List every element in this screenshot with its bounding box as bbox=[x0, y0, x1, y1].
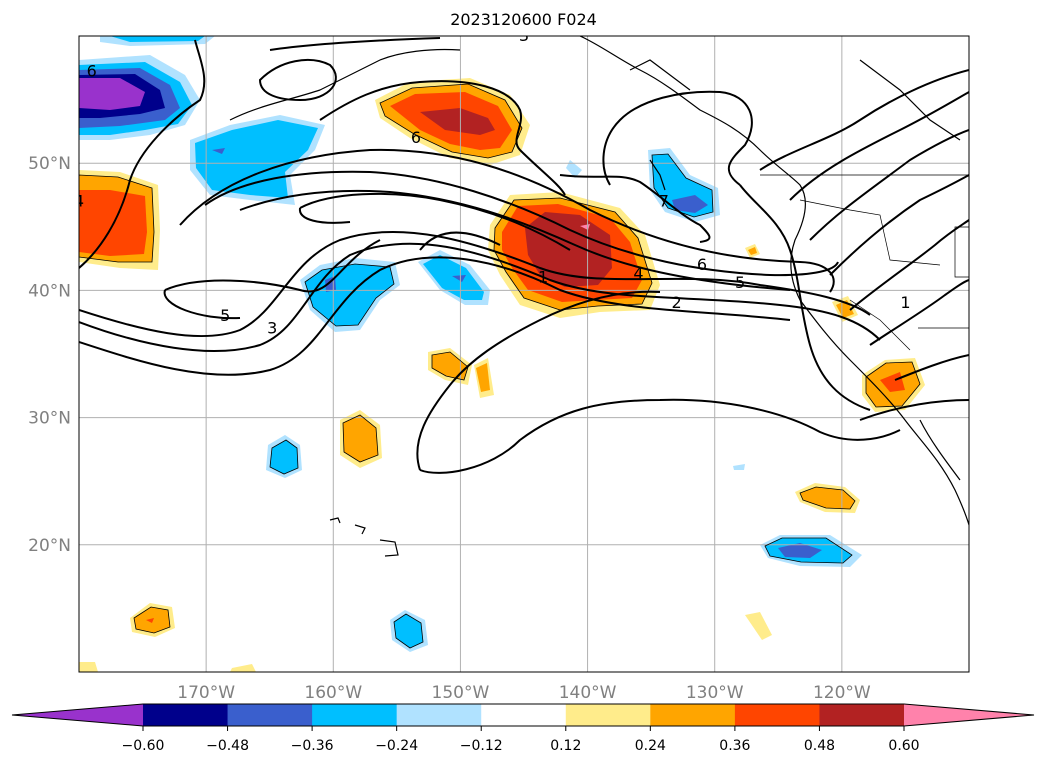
colorbar-tick-label: 0.36 bbox=[719, 738, 750, 754]
contour-labels: 6 3 6 4 7 1 6 4 5 2 5 3 1 bbox=[74, 26, 911, 338]
latitude-label: 40°N bbox=[28, 281, 71, 301]
contour-label: 1 bbox=[900, 293, 910, 312]
colorbar-swatch bbox=[819, 704, 905, 726]
longitude-label: 120°W bbox=[813, 683, 871, 703]
anomaly-outlines bbox=[79, 83, 921, 649]
longitude-label: 130°W bbox=[686, 683, 744, 703]
latitude-labels: 20°N 30°N 40°N 50°N bbox=[28, 154, 71, 556]
colorbar-tick-label: −0.24 bbox=[375, 738, 418, 754]
contour-label: 3 bbox=[267, 319, 277, 338]
longitude-label: 150°W bbox=[432, 683, 490, 703]
longitude-label: 170°W bbox=[177, 683, 235, 703]
colorbar-swatch bbox=[143, 704, 229, 726]
colorbar-swatch bbox=[312, 704, 398, 726]
coastlines bbox=[229, 36, 969, 557]
anomaly-north-positive bbox=[375, 78, 530, 165]
contour-label: 4 bbox=[633, 264, 643, 283]
colorbar-swatch bbox=[481, 704, 567, 726]
anomaly-north-negative bbox=[190, 115, 325, 205]
political-borders bbox=[760, 174, 969, 351]
colorbar-tick-label: −0.12 bbox=[460, 738, 503, 754]
map-frame bbox=[78, 35, 970, 673]
anomaly-nw-negative bbox=[79, 55, 200, 140]
longitude-label: 140°W bbox=[559, 683, 617, 703]
contour-label: 5 bbox=[220, 306, 230, 325]
height-contours bbox=[79, 37, 969, 474]
colorbar-tick-label: −0.36 bbox=[291, 738, 334, 754]
map-area: 6 3 6 4 7 1 6 4 5 2 5 3 1 bbox=[74, 26, 969, 672]
contour-label: 2 bbox=[671, 293, 681, 312]
colorbar: −0.60 −0.48 −0.36 −0.24 −0.12 0.12 0.24 0.36 0.4… bbox=[11, 703, 1035, 754]
colorbar-swatch bbox=[650, 704, 736, 726]
colorbar-swatch bbox=[396, 704, 482, 726]
colorbar-tick-label: −0.60 bbox=[122, 738, 165, 754]
latitude-label: 30°N bbox=[28, 409, 71, 429]
contour-label: 7 bbox=[659, 191, 669, 210]
latitude-label: 50°N bbox=[28, 154, 71, 174]
colorbar-tick-label: 0.24 bbox=[635, 738, 666, 754]
colorbar-extend-max bbox=[904, 704, 1034, 726]
contour-label: 3 bbox=[519, 26, 529, 45]
longitude-labels: 170°W 160°W 150°W 140°W 130°W 120°W bbox=[177, 683, 871, 703]
colorbar-tick-label: −0.48 bbox=[206, 738, 249, 754]
colorbar-tick-label: 0.48 bbox=[804, 738, 835, 754]
contour-label: 5 bbox=[735, 273, 745, 292]
contour-label: 6 bbox=[697, 255, 707, 274]
contour-label: 1 bbox=[538, 268, 548, 287]
longitude-label: 160°W bbox=[304, 683, 362, 703]
colorbar-tick-label: 0.60 bbox=[888, 738, 919, 754]
colorbar-swatch bbox=[227, 704, 313, 726]
colorbar-tick-label: 0.12 bbox=[550, 738, 581, 754]
colorbar-swatch bbox=[565, 704, 651, 726]
latitude-label: 20°N bbox=[28, 536, 71, 556]
contour-label: 6 bbox=[411, 128, 421, 147]
colorbar-extend-min bbox=[12, 704, 143, 726]
map-title: 2023120600 F024 bbox=[450, 10, 597, 29]
contour-label: 4 bbox=[74, 191, 84, 210]
contour-label: 6 bbox=[87, 62, 97, 81]
map-gridlines bbox=[79, 36, 969, 672]
colorbar-swatch bbox=[734, 704, 820, 726]
